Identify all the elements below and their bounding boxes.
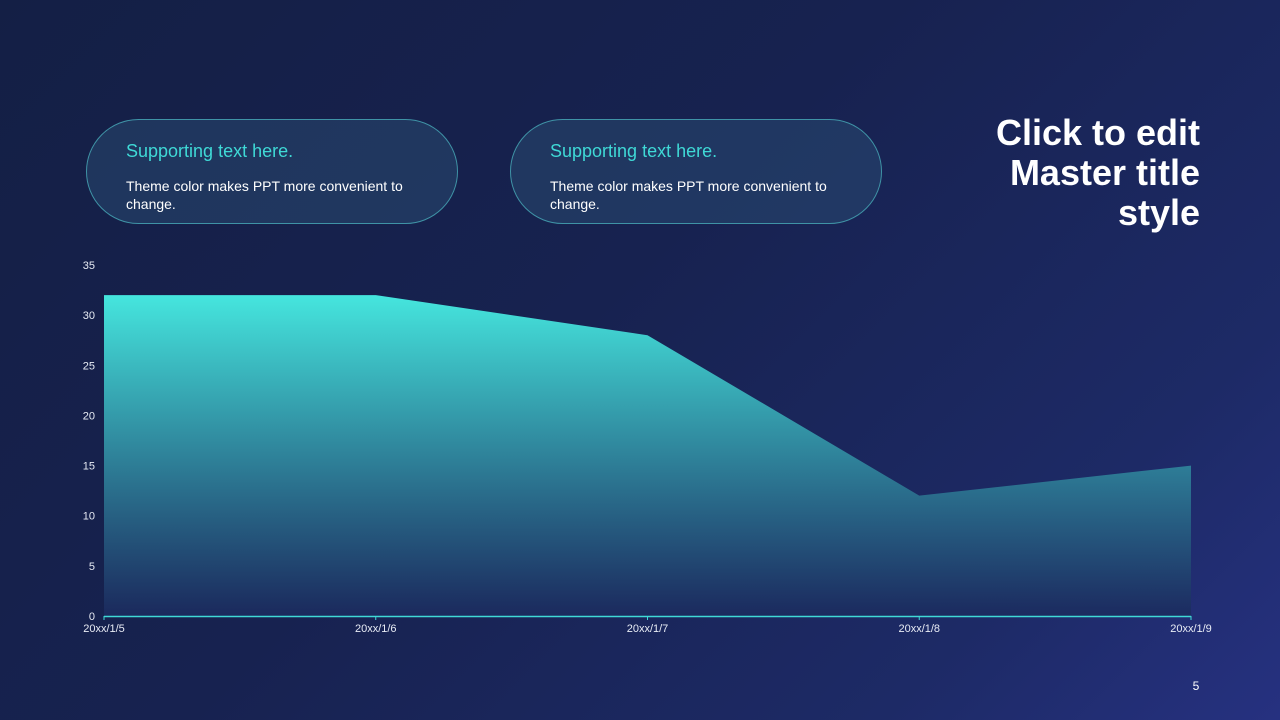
x-tick-label: 20xx/1/9 [1170,623,1212,635]
x-axis: 20xx/1/5 20xx/1/6 20xx/1/7 20xx/1/8 20xx/1/9 [83,615,1212,635]
card-body-text: Theme color makes PPT more convenient to… [126,178,403,212]
area-series-fill [104,295,1191,616]
y-axis-labels: 0 5 10 15 20 25 30 35 [83,260,95,623]
page-number: 5 [1192,679,1200,693]
card-heading: Supporting text here. [126,141,294,161]
x-tick-label: 20xx/1/5 [83,623,125,635]
supporting-card-2: Supporting text here. Theme color makes … [510,119,882,224]
y-tick-label: 15 [83,461,95,473]
slide-title: Click to edit Master title style [995,112,1200,233]
y-tick-label: 30 [83,310,95,322]
card-heading: Supporting text here. [550,141,718,161]
x-tick-label: 20xx/1/8 [898,623,940,635]
y-tick-label: 5 [89,561,95,573]
y-tick-label: 20 [83,410,95,422]
area-series [104,295,1191,616]
x-tick-label: 20xx/1/6 [355,623,397,635]
y-tick-label: 10 [83,511,95,523]
y-tick-label: 0 [89,611,95,623]
y-tick-label: 35 [83,260,95,272]
supporting-card-1: Supporting text here. Theme color makes … [86,119,458,224]
x-tick-label: 20xx/1/7 [627,623,669,635]
card-body-text: Theme color makes PPT more convenient to… [550,178,827,212]
y-tick-label: 25 [83,360,95,372]
